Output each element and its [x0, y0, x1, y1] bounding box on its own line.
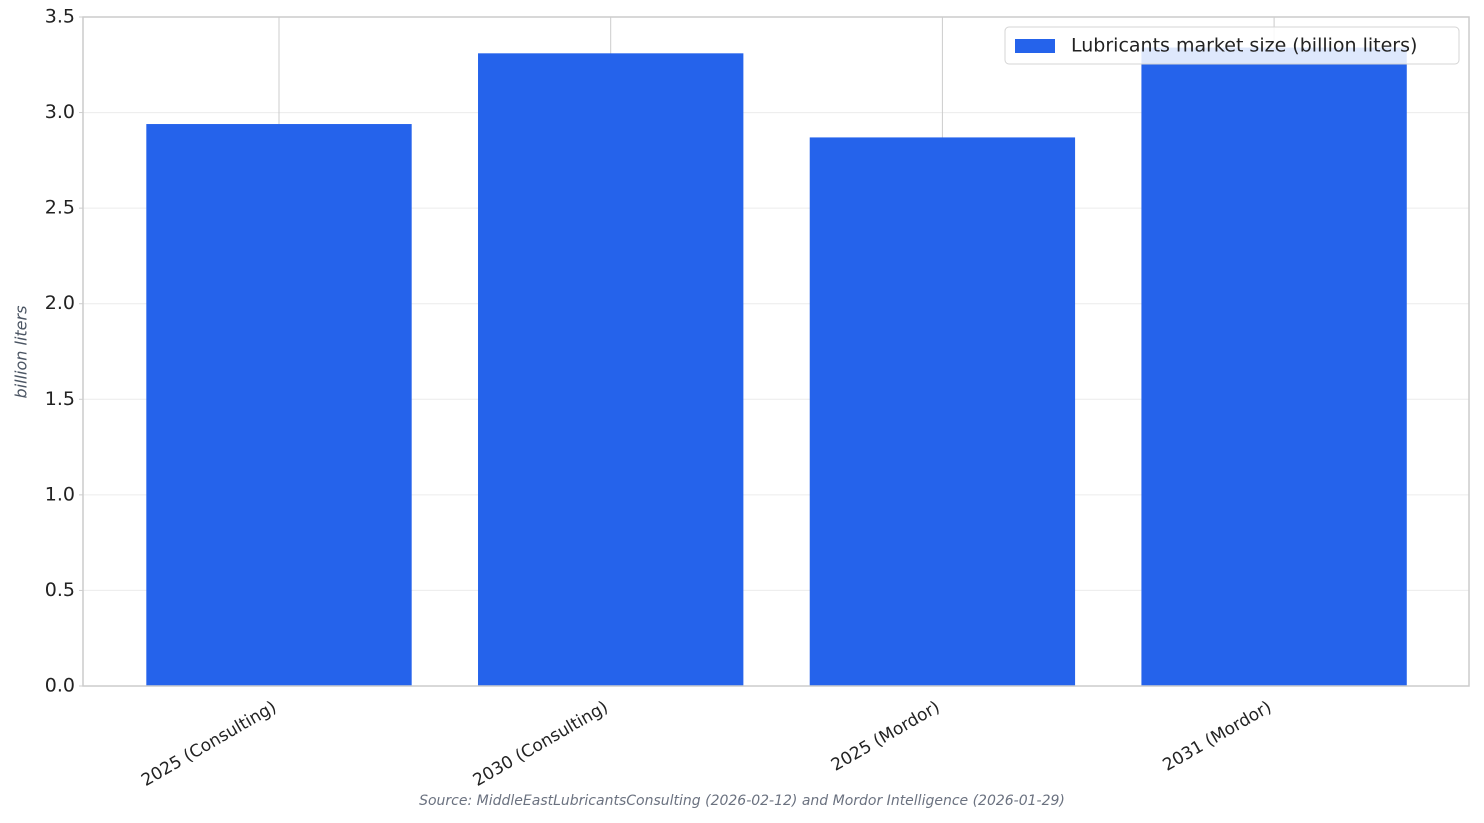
- bar: [146, 124, 412, 687]
- y-axis-label: billion liters: [12, 306, 31, 399]
- bar: [809, 137, 1076, 687]
- bar: [478, 53, 744, 687]
- legend-swatch: [1015, 39, 1055, 53]
- y-tick-label: 1.0: [45, 483, 75, 505]
- y-tick-label: 2.5: [45, 197, 75, 219]
- legend-box: [1004, 26, 1460, 65]
- y-tick-label: 0.0: [45, 675, 75, 697]
- source-note: Source: MiddleEastLubricantsConsulting (…: [419, 793, 1065, 809]
- plot-frame: [82, 16, 1470, 687]
- y-tick-label: 0.5: [45, 579, 75, 601]
- y-tick-label: 2.0: [45, 292, 75, 314]
- legend: Lubricants market size (billion liters): [1004, 26, 1460, 65]
- y-tick-label: 1.5: [45, 388, 75, 410]
- y-tick-label: 3.5: [45, 6, 75, 28]
- bar: [1141, 47, 1407, 686]
- legend-label: Lubricants market size (billion liters): [1071, 35, 1417, 57]
- y-tick-label: 3.0: [45, 101, 75, 123]
